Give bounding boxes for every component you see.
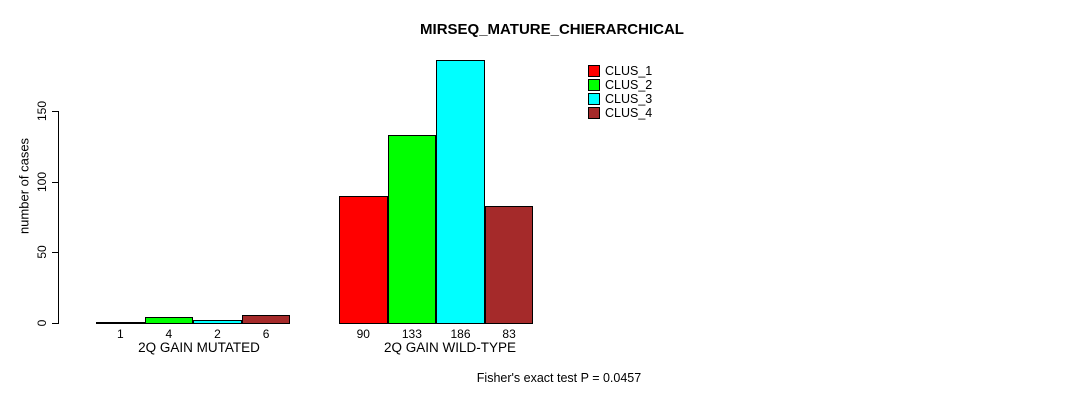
bar-clus_2-group1 — [144, 317, 194, 324]
bar-value-label: 186 — [450, 327, 471, 341]
bar-value-label: 6 — [262, 327, 270, 341]
y-tick-label: 0 — [35, 319, 49, 327]
legend-label: CLUS_4 — [605, 106, 653, 120]
x-group-label: 2Q GAIN WILD-TYPE — [383, 340, 517, 355]
bar-clus_2-group2 — [387, 134, 437, 324]
y-axis-label: number of cases — [16, 137, 32, 235]
bar-clus_3-group1 — [193, 320, 242, 324]
legend-swatch — [588, 93, 600, 105]
legend-swatch — [588, 65, 600, 77]
legend-label: CLUS_2 — [605, 78, 653, 92]
bar-clus_1-group1 — [96, 321, 145, 324]
legend-swatch — [588, 79, 600, 91]
y-tick-label: 150 — [35, 100, 49, 121]
legend-item-clus_1: CLUS_1 — [588, 64, 652, 78]
y-axis-line — [58, 110, 59, 324]
bar-value-label: 90 — [356, 327, 370, 341]
legend-item-clus_2: CLUS_2 — [588, 78, 652, 92]
legend: CLUS_1 CLUS_2 CLUS_3 CLUS_4 — [588, 64, 652, 120]
chart-title: MIRSEQ_MATURE_CHIERARCHICAL — [420, 21, 684, 38]
bar-value-label: 1 — [116, 327, 124, 341]
y-tick-label: 50 — [35, 245, 49, 259]
legend-item-clus_4: CLUS_4 — [588, 106, 652, 120]
legend-label: CLUS_1 — [605, 64, 653, 78]
bar-clus_3-group2 — [436, 59, 485, 324]
legend-item-clus_3: CLUS_3 — [588, 92, 652, 106]
bar-value-label: 2 — [214, 327, 221, 341]
bar-value-label: 4 — [165, 327, 173, 341]
y-tick-label: 100 — [35, 171, 49, 192]
y-tick-mark — [52, 110, 58, 112]
bar-clus_4-group2 — [484, 205, 534, 324]
annotation: Fisher's exact test P = 0.0457 — [476, 371, 642, 385]
bar-value-label: 83 — [502, 327, 516, 341]
y-tick-mark — [52, 252, 58, 254]
bar-value-label: 133 — [401, 327, 422, 341]
legend-swatch — [588, 107, 600, 119]
x-group-label: 2Q GAIN MUTATED — [138, 340, 260, 355]
legend-label: CLUS_3 — [605, 92, 653, 106]
y-tick-mark — [52, 181, 58, 183]
bar-clus_1-group2 — [339, 195, 388, 324]
y-tick-mark — [52, 323, 58, 324]
bar-clus_4-group1 — [241, 314, 291, 324]
